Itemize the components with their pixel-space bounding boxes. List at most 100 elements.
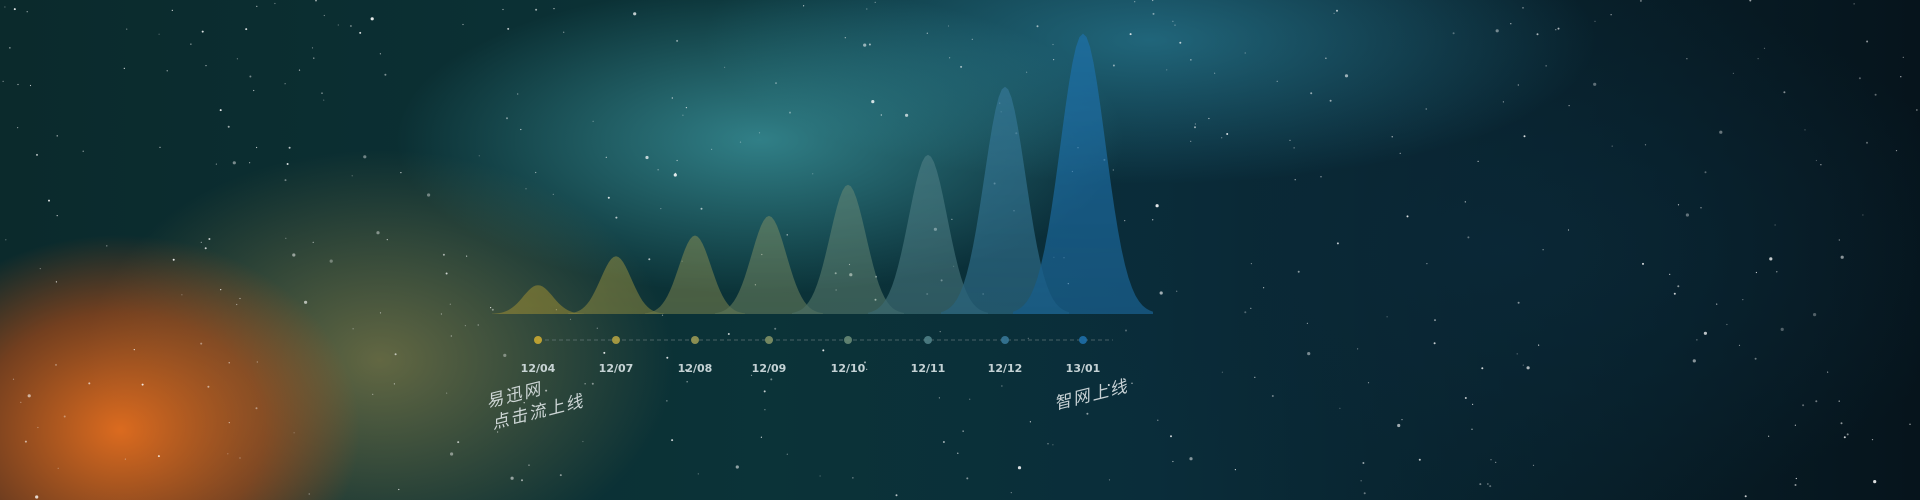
star [1221,371,1223,373]
star [288,146,291,149]
star [1744,495,1747,498]
star [942,441,945,443]
star [1593,82,1597,86]
star [1131,382,1133,384]
star [1523,135,1526,138]
star [1757,58,1759,60]
star [864,361,866,364]
star [440,313,442,315]
star [874,1,876,3]
star [1357,348,1359,350]
star [1490,459,1492,461]
star [1333,12,1335,14]
star [4,6,6,8]
star [633,12,637,16]
star [37,426,39,429]
star [323,14,325,17]
star [951,218,953,220]
star [1755,271,1757,274]
star [1320,176,1322,178]
star [947,25,950,27]
star [1517,84,1519,86]
star [1250,307,1252,309]
star [1522,7,1524,9]
peak-12-11 [868,154,988,314]
star [1802,404,1805,407]
star [1677,285,1680,288]
star [88,382,91,385]
star [490,307,492,309]
star [1642,262,1644,265]
star [1297,270,1300,273]
star [760,436,763,438]
star [1052,444,1054,446]
star [1738,344,1741,346]
star [5,239,7,241]
star [1522,364,1524,366]
star [1815,400,1818,403]
star [239,297,241,300]
star [228,362,230,364]
star [1194,126,1196,129]
star [215,163,217,165]
star [1838,400,1840,402]
star [1568,105,1570,107]
star [520,128,522,131]
star [56,215,58,217]
star [232,161,236,165]
star [1107,384,1110,386]
star [166,70,168,72]
star [1776,271,1778,273]
star [605,156,607,158]
star [1152,12,1155,15]
peak-12-08 [645,235,745,314]
peak-12-09 [715,215,823,314]
star [284,83,286,85]
star [56,135,58,137]
star [466,255,468,257]
star [1289,139,1291,141]
star [1464,201,1466,203]
star [1208,117,1210,120]
star [645,155,649,160]
star [1194,123,1196,125]
star [1179,41,1182,44]
peak-12-10 [792,184,904,314]
star [236,58,238,60]
star [880,114,882,116]
star [724,66,726,68]
star [1838,239,1840,241]
star [315,0,317,2]
star [372,393,374,395]
star [1795,477,1797,480]
star [1594,20,1596,22]
star [735,465,739,469]
star [256,5,258,7]
star [1418,458,1421,461]
star [312,241,314,243]
star [1677,204,1680,206]
star [666,400,668,402]
star [1434,319,1436,322]
star [1406,215,1409,218]
star [686,381,688,383]
star [249,162,251,164]
star [1017,466,1022,470]
star [370,17,374,21]
star [615,216,618,219]
star [949,57,951,59]
star [1873,480,1877,484]
star [1900,76,1902,78]
star [1276,80,1278,82]
star [1866,141,1868,144]
star [1010,492,1012,494]
star [379,53,381,55]
star [758,132,761,134]
star [159,146,161,148]
star [1686,58,1688,60]
star [596,327,598,329]
star [1700,207,1702,209]
star [786,453,788,455]
star [671,439,674,442]
